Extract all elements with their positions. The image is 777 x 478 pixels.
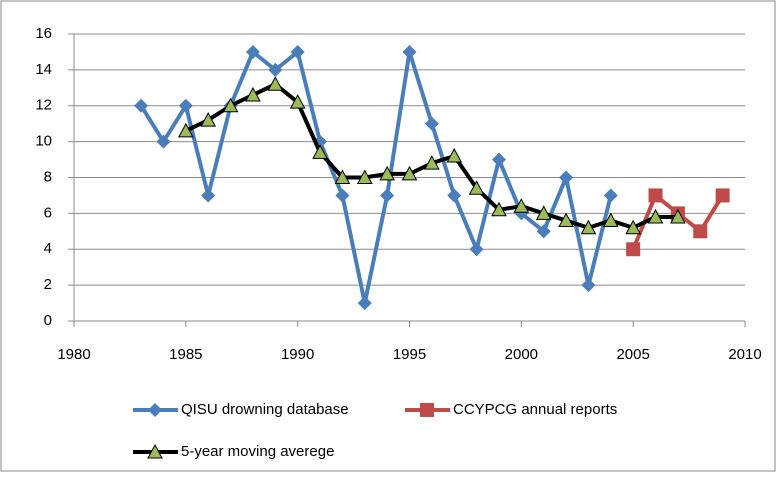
marker bbox=[626, 242, 641, 257]
marker bbox=[715, 188, 730, 203]
x-tick-label: 2005 bbox=[616, 346, 649, 363]
x-tick-label: 1995 bbox=[393, 346, 426, 363]
marker bbox=[469, 242, 484, 257]
marker bbox=[402, 44, 417, 59]
legend-label: QISU drowning database bbox=[181, 401, 349, 418]
y-tick-label: 12 bbox=[35, 97, 52, 114]
marker bbox=[447, 188, 462, 203]
marker bbox=[289, 94, 306, 109]
x-tick-label: 1980 bbox=[57, 346, 90, 363]
marker bbox=[379, 165, 395, 181]
marker bbox=[357, 296, 372, 311]
y-tick-label: 8 bbox=[44, 168, 52, 185]
marker bbox=[245, 44, 260, 59]
marker bbox=[335, 188, 350, 203]
marker bbox=[222, 97, 239, 113]
marker bbox=[178, 98, 193, 113]
y-tick-label: 0 bbox=[44, 312, 52, 329]
marker bbox=[424, 116, 439, 131]
y-tick-label: 2 bbox=[44, 276, 52, 293]
y-tick-label: 14 bbox=[35, 61, 52, 78]
y-tick-label: 10 bbox=[35, 133, 52, 150]
x-tick-label: 1985 bbox=[169, 346, 202, 363]
marker bbox=[535, 205, 552, 220]
marker bbox=[245, 86, 261, 102]
marker bbox=[513, 198, 530, 213]
marker bbox=[201, 188, 216, 203]
marker bbox=[200, 112, 217, 127]
marker bbox=[536, 224, 551, 239]
legend-label: CCYPCG annual reports bbox=[453, 401, 617, 418]
marker bbox=[602, 212, 619, 228]
marker bbox=[491, 152, 506, 167]
marker bbox=[290, 44, 305, 59]
marker bbox=[380, 188, 395, 203]
marker bbox=[648, 188, 663, 203]
marker bbox=[468, 180, 485, 195]
marker bbox=[558, 212, 574, 228]
marker bbox=[581, 278, 596, 293]
x-tick-label: 2010 bbox=[728, 346, 761, 363]
x-tick-label: 2000 bbox=[505, 346, 538, 363]
series-line bbox=[139, 49, 613, 306]
marker bbox=[670, 208, 686, 224]
marker bbox=[603, 188, 618, 203]
marker bbox=[312, 144, 328, 159]
marker bbox=[446, 147, 463, 163]
legend-label: 5-year moving averege bbox=[181, 443, 334, 460]
marker bbox=[147, 443, 163, 459]
marker bbox=[625, 219, 642, 235]
marker bbox=[693, 224, 708, 239]
y-tick-label: 16 bbox=[35, 25, 52, 42]
marker bbox=[420, 403, 434, 417]
marker bbox=[491, 201, 507, 217]
marker bbox=[267, 76, 284, 91]
marker bbox=[134, 98, 149, 113]
marker bbox=[647, 208, 664, 224]
marker bbox=[268, 62, 283, 77]
marker bbox=[580, 219, 597, 235]
x-tick-label: 1990 bbox=[281, 346, 314, 363]
marker bbox=[356, 169, 373, 184]
marker bbox=[401, 165, 418, 181]
y-tick-label: 4 bbox=[44, 240, 52, 257]
marker bbox=[156, 134, 171, 149]
marker bbox=[334, 169, 351, 184]
marker bbox=[177, 122, 194, 138]
y-tick-label: 6 bbox=[44, 204, 52, 221]
marker bbox=[559, 170, 574, 185]
marker bbox=[424, 155, 440, 170]
marker bbox=[148, 403, 162, 417]
